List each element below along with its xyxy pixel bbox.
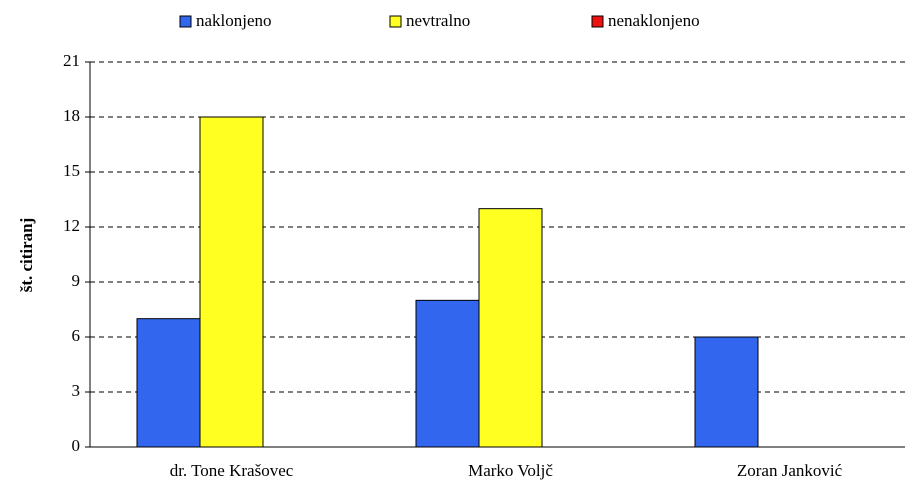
y-tick-label: 21: [63, 51, 80, 70]
y-axis-label: št. citiranj: [17, 218, 36, 293]
legend-swatch: [179, 15, 192, 28]
legend-label: naklonjeno: [196, 11, 272, 30]
y-tick-label: 15: [63, 161, 80, 180]
y-tick-label: 9: [72, 271, 81, 290]
bar: [415, 299, 480, 448]
y-tick-label: 6: [72, 326, 81, 345]
y-tick-label: 12: [63, 216, 80, 235]
legend-swatch: [591, 15, 604, 28]
legend-label: nevtralno: [406, 11, 470, 30]
bar: [694, 336, 759, 448]
bar: [478, 208, 543, 448]
x-tick-label: Marko Voljč: [468, 461, 553, 480]
x-tick-label: Zoran Janković: [737, 461, 843, 480]
legend-swatch: [389, 15, 402, 28]
legend-label: nenaklonjeno: [608, 11, 700, 30]
y-tick-label: 18: [63, 106, 80, 125]
bar: [136, 318, 201, 448]
bar: [199, 116, 264, 448]
y-tick-label: 0: [72, 436, 81, 455]
y-tick-label: 3: [72, 381, 81, 400]
x-tick-label: dr. Tone Krašovec: [170, 461, 294, 480]
